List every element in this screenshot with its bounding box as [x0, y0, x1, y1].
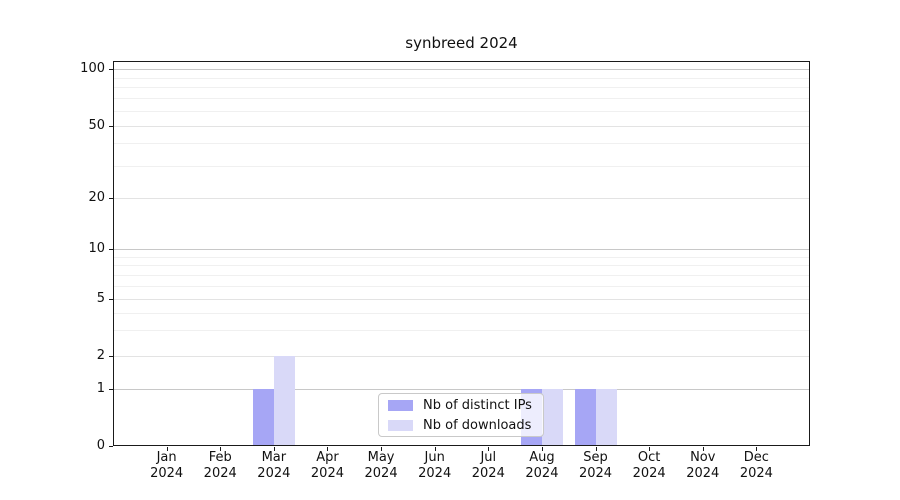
month-label: Jun [424, 450, 445, 465]
month-label: Nov [690, 450, 716, 465]
x-tick-mark [649, 447, 651, 451]
legend-label-distinct-ips: Nb of distinct IPs [423, 397, 532, 413]
y-tick-mark [109, 69, 113, 70]
year-label: 2024 [364, 466, 398, 481]
x-tick-label-sep: Sep 2024 [563, 450, 629, 482]
y-tick-mark [109, 198, 113, 199]
x-tick-label-nov: Nov 2024 [670, 450, 736, 482]
x-tick-mark [756, 447, 758, 451]
y-tick-mark [109, 389, 113, 390]
legend-swatch-downloads [388, 419, 413, 431]
bar-downloads [273, 355, 295, 445]
y-tick-label: 100 [80, 61, 105, 76]
x-tick-label-jun: Jun 2024 [402, 450, 468, 482]
y-tick-mark [109, 249, 113, 250]
gridline-minor [114, 165, 809, 167]
year-label: 2024 [525, 466, 559, 481]
y-tick-label: 0 [96, 438, 105, 453]
year-label: 2024 [686, 466, 720, 481]
gridline-minor [114, 256, 809, 258]
gridline-minor [114, 87, 809, 89]
y-tick-label: 20 [88, 190, 105, 205]
y-tick-mark [109, 355, 113, 357]
gridline-minor [114, 330, 809, 332]
year-label: 2024 [257, 466, 291, 481]
gridline-minor [114, 77, 809, 79]
year-label: 2024 [150, 466, 184, 481]
gridline-minor [114, 143, 809, 145]
x-tick-label-feb: Feb 2024 [187, 450, 253, 482]
y-tick-label: 2 [96, 347, 105, 363]
gridline-minor [114, 98, 809, 100]
x-tick-label-mar: Mar 2024 [241, 450, 307, 482]
legend-entry-downloads: Nb of downloads [388, 418, 534, 433]
gridline-100 [114, 69, 809, 70]
month-label: May [367, 450, 395, 465]
x-tick-mark [220, 447, 222, 451]
year-label: 2024 [203, 466, 237, 481]
legend-swatch-distinct-ips [388, 399, 413, 411]
month-label: Apr [316, 450, 339, 465]
plot-area [113, 61, 810, 446]
x-tick-mark [381, 447, 383, 451]
x-tick-label-jul: Jul 2024 [455, 450, 521, 482]
gridline-minor [114, 274, 809, 276]
gridline-50 [114, 125, 809, 127]
x-tick-mark [595, 447, 597, 451]
month-label: Jul [480, 450, 497, 465]
x-tick-mark [702, 447, 704, 451]
legend-label-downloads: Nb of downloads [423, 417, 532, 433]
month-label: Mar [261, 450, 287, 465]
legend-entry-distinct-ips: Nb of distinct IPs [388, 398, 534, 413]
month-label: Feb [208, 450, 232, 465]
x-tick-mark [327, 447, 329, 451]
y-tick-label: 5 [96, 291, 105, 306]
gridline-minor [114, 312, 809, 314]
month-label: Dec [743, 450, 769, 465]
x-tick-label-aug: Aug 2024 [509, 450, 575, 482]
bar-downloads [541, 389, 563, 445]
month-label: Sep [583, 450, 608, 465]
gridline-minor [114, 265, 809, 267]
y-tick-label: 1 [96, 381, 105, 396]
bar-distinct-ips [574, 389, 596, 445]
year-label: 2024 [471, 466, 505, 481]
gridline-5 [114, 299, 809, 300]
month-label: Oct [637, 450, 661, 465]
gridline-20 [114, 198, 809, 199]
year-label: 2024 [310, 466, 344, 481]
year-label: 2024 [418, 466, 452, 481]
chart-title: synbreed 2024 [405, 34, 518, 52]
year-label: 2024 [632, 466, 666, 481]
x-tick-mark [434, 447, 436, 451]
gridline-minor [114, 285, 809, 287]
y-tick-label: 10 [88, 241, 105, 256]
y-tick-mark [109, 446, 113, 447]
y-tick-mark [109, 125, 113, 127]
bar-distinct-ips [252, 389, 274, 445]
year-label: 2024 [739, 466, 773, 481]
x-tick-mark [488, 447, 490, 451]
y-tick-mark [109, 299, 113, 300]
x-tick-label-dec: Dec 2024 [723, 450, 789, 482]
gridline-1 [114, 389, 809, 390]
legend: Nb of distinct IPs Nb of downloads [378, 393, 544, 437]
gridline-2 [114, 355, 809, 357]
month-label: Aug [529, 450, 555, 465]
x-tick-mark [273, 447, 275, 451]
gridline-minor [114, 110, 809, 112]
x-tick-label-apr: Apr 2024 [294, 450, 360, 482]
month-label: Jan [156, 450, 177, 465]
y-tick-label: 50 [88, 117, 105, 133]
x-tick-label-oct: Oct 2024 [616, 450, 682, 482]
bar-downloads [595, 389, 617, 445]
x-tick-label-may: May 2024 [348, 450, 414, 482]
x-tick-label-jan: Jan 2024 [134, 450, 200, 482]
gridline-10 [114, 249, 809, 250]
year-label: 2024 [578, 466, 613, 481]
x-tick-mark [541, 447, 543, 451]
x-tick-mark [166, 447, 168, 451]
